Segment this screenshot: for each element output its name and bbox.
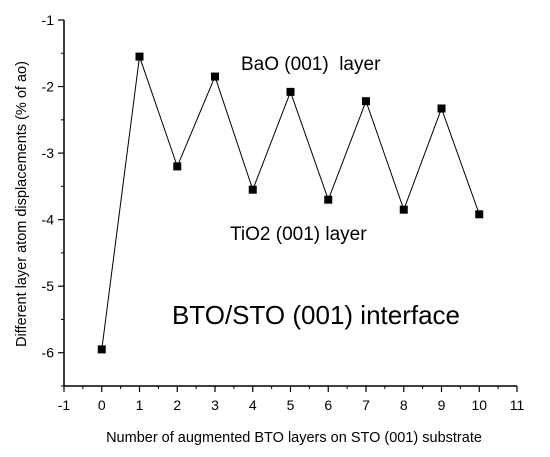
y-tick-label: -5: [42, 278, 55, 294]
x-axis-title: Number of augmented BTO layers on STO (0…: [106, 430, 482, 446]
x-tick-label: 8: [400, 397, 408, 413]
y-tick-label: -3: [42, 145, 55, 161]
x-tick-label: 1: [136, 397, 144, 413]
y-tick-label: -4: [42, 212, 55, 228]
x-tick-label: 3: [211, 397, 219, 413]
y-ticks: -6 -5 -4 -3 -2 -1: [42, 12, 64, 387]
data-point: [437, 104, 446, 113]
x-tick-label: -1: [58, 397, 71, 413]
data-point: [248, 185, 257, 194]
y-tick-label: -1: [42, 12, 55, 28]
x-tick-label: 11: [510, 397, 525, 413]
x-tick-label: 9: [438, 397, 446, 413]
data-point: [399, 205, 408, 214]
x-tick-label: 4: [249, 397, 257, 413]
x-tick-label: 0: [98, 397, 106, 413]
x-tick-label: 10: [471, 397, 487, 413]
data-point: [362, 97, 370, 106]
x-ticks: -1 0 1 2 3 4 5 6 7 8 9 10 11: [58, 386, 525, 413]
data-point: [286, 87, 295, 96]
data-point: [173, 162, 182, 171]
x-tick-label: 7: [362, 397, 370, 413]
annotation-bao-layer: BaO (001) layer: [241, 54, 381, 75]
x-tick-label: 2: [173, 397, 181, 413]
y-tick-label: -2: [42, 79, 55, 95]
data-point: [135, 52, 144, 61]
data-point: [324, 195, 333, 204]
data-point: [97, 345, 106, 354]
data-point: [475, 210, 484, 219]
series: [97, 52, 484, 354]
annotation-tio2-layer: TiO2 (001) layer: [230, 224, 367, 245]
y-tick-label: -6: [42, 345, 55, 361]
y-axis-title: Different layer atom displacements (% of…: [14, 61, 30, 347]
data-point: [211, 72, 219, 81]
annotation-interface: BTO/STO (001) interface: [172, 300, 460, 330]
x-tick-label: 5: [287, 397, 295, 413]
x-tick-label: 6: [324, 397, 332, 413]
